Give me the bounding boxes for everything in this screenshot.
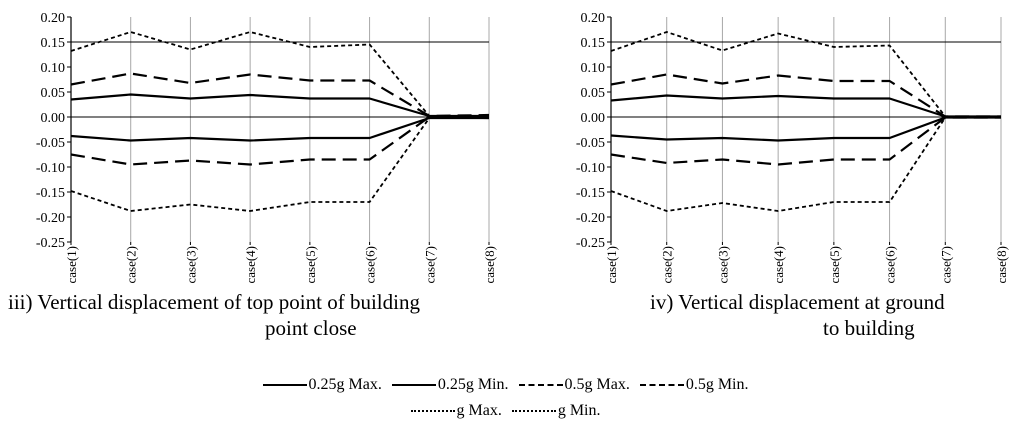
x-tick-label: case(1): [64, 246, 79, 284]
legend-label: 0.5g Max.: [564, 376, 630, 393]
series-line-g-min-: [70, 117, 489, 212]
series-line-g-min-: [610, 116, 1001, 212]
y-tick-label: 0.10: [41, 61, 66, 76]
y-tick-label: -0.20: [576, 211, 605, 226]
x-tick-label: case(8): [994, 246, 1009, 284]
y-tick-label: 0.10: [581, 61, 606, 76]
y-tick-label: 0.20: [581, 11, 606, 26]
y-tick-label: -0.15: [576, 186, 605, 201]
y-tick-label: 0.00: [581, 111, 606, 126]
legend-item-025g-max: 0.25g Max.: [262, 375, 382, 395]
legend-row-1: 0.25g Max. 0.25g Min. 0.5g Max. 0.5g Min…: [0, 372, 1011, 395]
series-line-0-5g-max-: [70, 72, 490, 118]
y-tick-label: -0.10: [576, 161, 605, 176]
x-tick-label: case(7): [938, 246, 953, 284]
y-tick-label: 0.05: [41, 86, 66, 101]
legend-sample-dashed: [639, 384, 684, 386]
y-tick-label: -0.05: [36, 136, 65, 151]
y-tick-label: -0.05: [576, 136, 605, 151]
caption-right-line1: iv) Vertical displacement at ground: [650, 290, 945, 314]
legend-item-g-min: g Min.: [511, 401, 601, 421]
legend-sample-dotted: [410, 410, 455, 412]
x-tick-label: case(1): [604, 246, 619, 284]
legend-label: 0.5g Min.: [685, 376, 749, 393]
y-tick-label: -0.10: [36, 161, 65, 176]
legend-sample-solid: [262, 384, 307, 386]
y-tick-label: 0.15: [41, 36, 66, 51]
y-tick-label: -0.25: [36, 236, 65, 251]
legend-item-05g-min: 0.5g Min.: [639, 375, 749, 395]
x-tick-label: case(3): [183, 246, 198, 284]
series-line-0-25g-min-: [610, 116, 1001, 142]
y-tick-label: 0.00: [41, 111, 66, 126]
legend-item-025g-min: 0.25g Min.: [391, 375, 509, 395]
x-tick-label: case(3): [715, 246, 730, 284]
legend-label: g Max.: [456, 402, 502, 419]
x-tick-label: case(6): [883, 246, 898, 284]
x-tick-label: case(2): [124, 246, 139, 284]
legend-row-2: g Max. g Min.: [0, 398, 1011, 421]
y-tick-label: -0.15: [36, 186, 65, 201]
legend-item-05g-max: 0.5g Max.: [518, 375, 630, 395]
x-tick-label: case(4): [243, 246, 258, 284]
x-tick-label: case(7): [422, 246, 437, 284]
x-tick-label: case(6): [363, 246, 378, 284]
x-tick-label: case(5): [303, 246, 318, 284]
series-line-0-25g-min-: [70, 116, 489, 142]
y-tick-label: 0.05: [581, 86, 606, 101]
legend-item-g-max: g Max.: [410, 401, 502, 421]
series-line-0-5g-min-: [70, 115, 490, 166]
series-line-g-max-: [610, 31, 1001, 118]
x-tick-label: case(8): [482, 246, 497, 284]
caption-right-line2: to building: [823, 316, 915, 340]
x-tick-label: case(4): [771, 246, 786, 284]
y-tick-label: -0.20: [36, 211, 65, 226]
series-line-0-25g-max-: [610, 94, 1001, 118]
y-tick-label: -0.25: [576, 236, 605, 251]
legend-label: g Min.: [557, 402, 601, 419]
series-line-g-max-: [70, 31, 489, 117]
series-line-0-25g-max-: [70, 93, 489, 118]
caption-left-line1: iii) Vertical displacement of top point …: [8, 290, 420, 314]
legend-sample-dotted: [511, 410, 556, 412]
series-line-0-5g-max-: [610, 73, 1001, 118]
x-tick-label: case(2): [660, 246, 675, 284]
legend-label: 0.25g Max.: [308, 376, 382, 393]
y-tick-label: 0.15: [581, 36, 606, 51]
caption-left-line2: point close: [265, 316, 357, 340]
legend-sample-solid: [391, 384, 436, 386]
y-tick-label: 0.20: [41, 11, 66, 26]
series-line-0-5g-min-: [610, 116, 1001, 166]
x-tick-label: case(5): [827, 246, 842, 284]
legend-label: 0.25g Min.: [437, 376, 509, 393]
legend-sample-dashed: [518, 384, 563, 386]
